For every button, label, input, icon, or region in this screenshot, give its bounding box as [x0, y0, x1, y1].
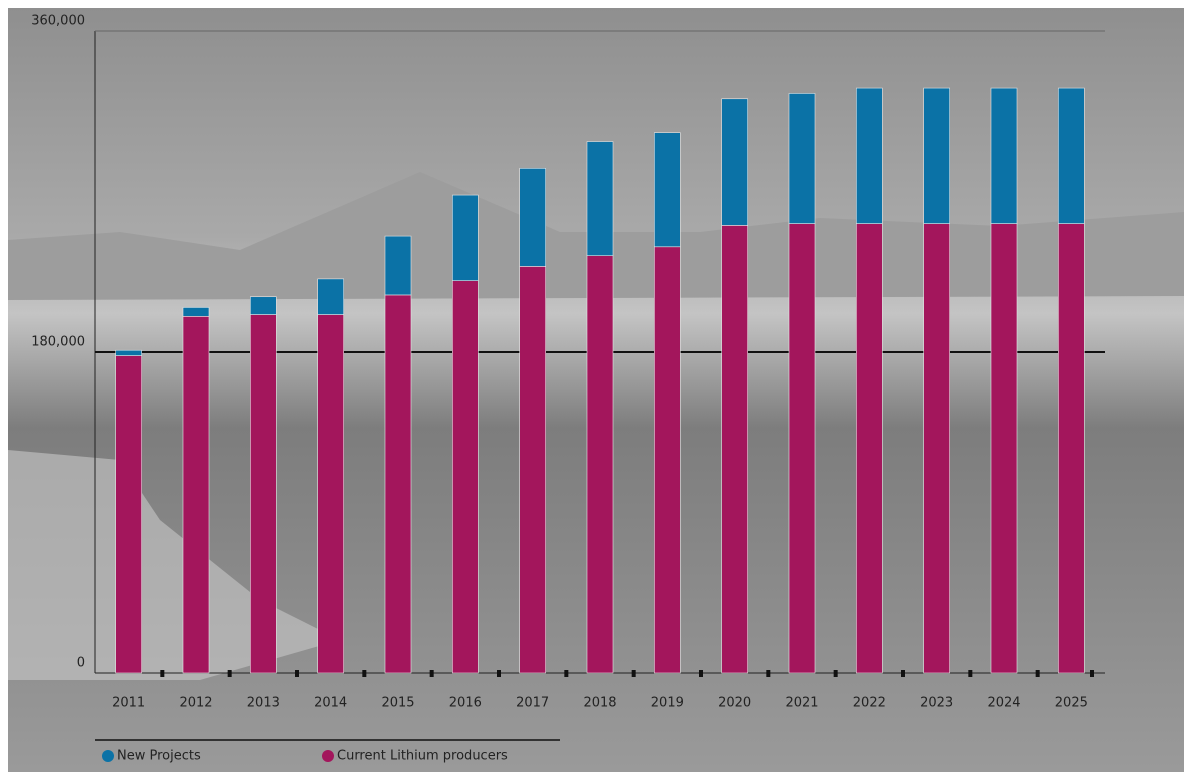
x-tick: [901, 670, 905, 677]
bar-segment: [654, 247, 680, 673]
x-tick-label: 2011: [112, 696, 145, 711]
x-tick: [1036, 670, 1040, 677]
bar-segment: [654, 133, 680, 247]
x-tick-label: 2022: [853, 696, 886, 711]
x-tick-label: 2024: [987, 696, 1020, 711]
bar-segment: [789, 93, 815, 223]
x-tick: [834, 670, 838, 677]
bar-segment: [452, 195, 478, 281]
bar-segment: [924, 224, 950, 673]
bar-segment: [452, 281, 478, 673]
x-tick: [228, 670, 232, 677]
bar-segment: [116, 356, 142, 673]
bar-segment: [318, 315, 344, 673]
x-tick: [430, 670, 434, 677]
x-tick-label: 2015: [381, 696, 414, 711]
x-tick: [968, 670, 972, 677]
page: New Projects Current Lithium producers 0 1…: [0, 0, 1184, 772]
bar-segment: [587, 142, 613, 256]
x-tick: [1090, 670, 1094, 677]
bar-segment: [722, 99, 748, 226]
bar-segment: [520, 266, 546, 673]
x-tick-label: 2014: [314, 696, 347, 711]
y-tick-label: 180,000: [31, 335, 85, 350]
bar-segment: [1058, 88, 1084, 224]
bar-segment: [587, 256, 613, 673]
bar-segment: [183, 307, 209, 316]
bar-segment: [183, 316, 209, 673]
bar-segment: [250, 297, 276, 315]
x-tick-label: 2021: [785, 696, 818, 711]
bar-segment: [520, 168, 546, 266]
bar-segment: [856, 224, 882, 673]
x-tick-label: 2020: [718, 696, 751, 711]
x-tick-label: 2017: [516, 696, 549, 711]
x-tick-label: 2019: [651, 696, 684, 711]
x-tick-label: 2012: [179, 696, 212, 711]
x-tick-label: 2018: [583, 696, 616, 711]
bar-segment: [991, 224, 1017, 673]
bar-segment: [789, 224, 815, 673]
bar-segment: [1058, 224, 1084, 673]
x-tick: [766, 670, 770, 677]
bar-segment: [318, 279, 344, 315]
x-tick-label: 2016: [449, 696, 482, 711]
chart: New Projects Current Lithium producers 0 1…: [0, 0, 1184, 772]
bar-segment: [385, 295, 411, 673]
x-tick: [632, 670, 636, 677]
x-tick: [295, 670, 299, 677]
bar-segment: [250, 315, 276, 673]
legend-label: New Projects: [117, 749, 201, 764]
bar-segment: [116, 350, 142, 355]
bar-segment: [722, 225, 748, 673]
y-tick-label: 0: [77, 656, 85, 671]
x-tick-label: 2023: [920, 696, 953, 711]
x-tick-label: 2013: [247, 696, 280, 711]
x-tick: [362, 670, 366, 677]
x-tick: [160, 670, 164, 677]
x-tick-label: 2025: [1055, 696, 1088, 711]
legend-label: Current Lithium producers: [337, 749, 508, 764]
bar-segment: [385, 236, 411, 295]
bar-segment: [856, 88, 882, 224]
x-tick: [564, 670, 568, 677]
x-tick: [497, 670, 501, 677]
legend-marker: [102, 750, 114, 762]
bar-segment: [924, 88, 950, 224]
bar-segment: [991, 88, 1017, 224]
legend-marker: [322, 750, 334, 762]
y-tick-label: 360,000: [31, 14, 85, 29]
x-tick: [699, 670, 703, 677]
